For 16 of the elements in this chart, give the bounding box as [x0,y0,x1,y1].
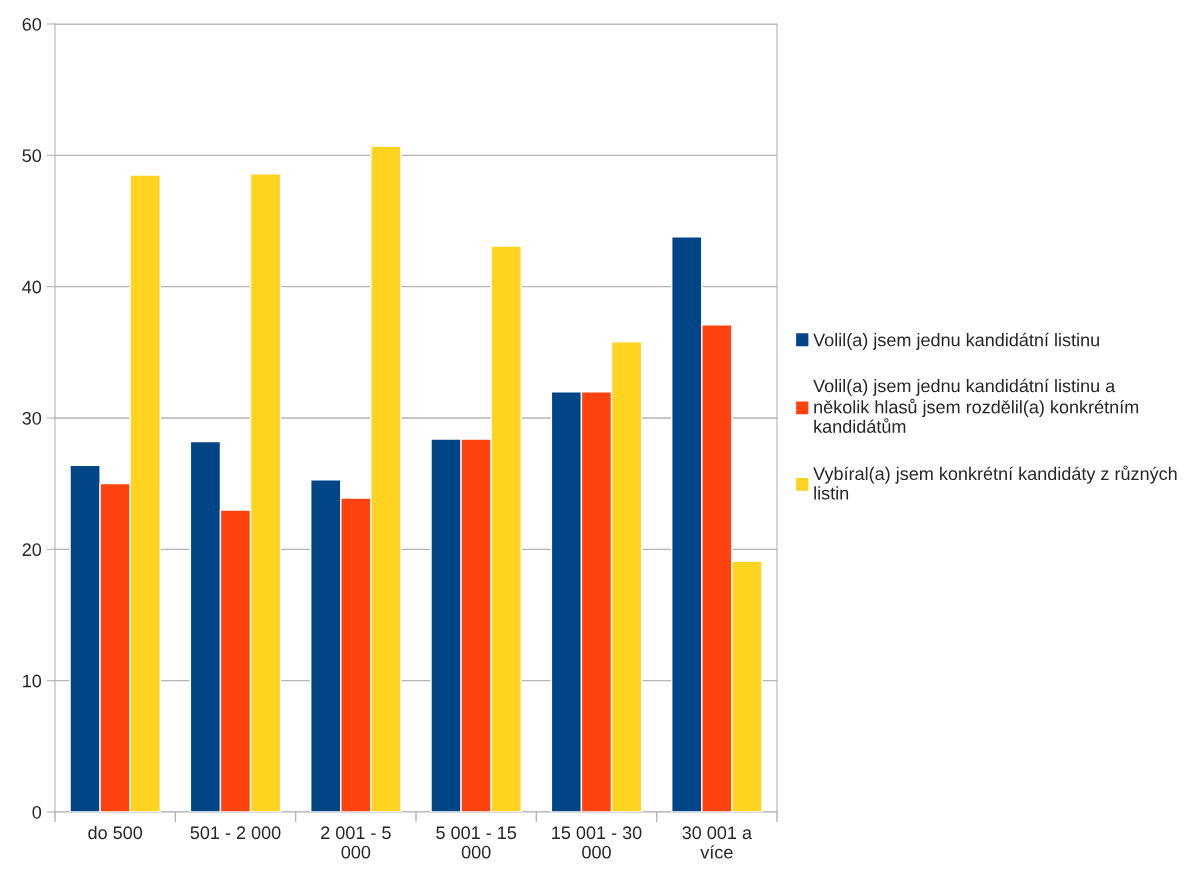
y-tick-label: 20 [22,543,42,557]
x-tick-label: 5 001 - 15 000 [436,826,517,859]
legend-label: Volil(a) jsem jednu kandidátní listinu a několik hlasů jsem rozdělil(a) konkrétním kandidátům [813,378,1139,433]
y-tick-label: 10 [23,674,42,688]
y-tick-label: 60 [22,17,42,31]
x-tick-label: do 500 [88,825,143,840]
x-tick-label: 15 001 - 30 000 [552,826,642,859]
x-tick-label: 30 001 a více [682,826,752,859]
y-tick-label: 50 [22,149,42,163]
y-tick-label: 30 [22,411,42,425]
x-tick-label: 501 - 2 000 [190,826,281,840]
y-tick-label: 0 [32,805,42,819]
y-tick-label: 40 [22,280,42,294]
x-tick-label: 2 001 - 5 000 [321,826,391,859]
legend-label: Volil(a) jsem jednu kandidátní listinu [813,332,1099,350]
legend-label: Vybíral(a) jsem konkrétní kandidáty z různých listin [813,465,1177,500]
